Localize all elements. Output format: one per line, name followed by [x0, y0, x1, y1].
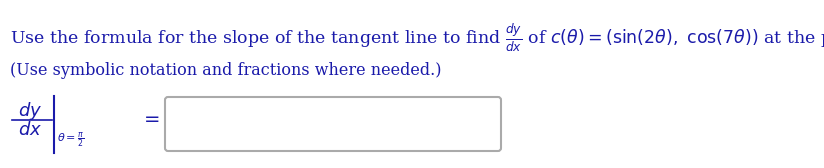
Text: $=$: $=$: [140, 109, 160, 127]
FancyBboxPatch shape: [165, 97, 501, 151]
Text: Use the formula for the slope of the tangent line to find $\frac{dy}{dx}$ of $c(: Use the formula for the slope of the tan…: [10, 22, 824, 54]
Text: (Use symbolic notation and fractions where needed.): (Use symbolic notation and fractions whe…: [10, 62, 442, 79]
Text: $\theta=\frac{\pi}{2}$: $\theta=\frac{\pi}{2}$: [57, 130, 84, 149]
Text: $dy$: $dy$: [18, 100, 42, 122]
Text: $dx$: $dx$: [18, 121, 42, 139]
